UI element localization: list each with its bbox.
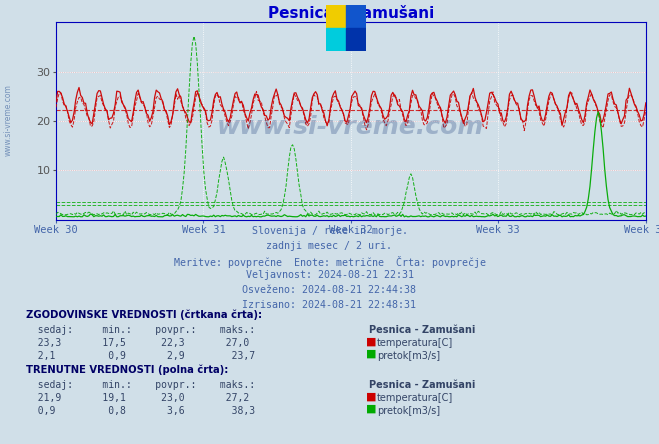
Text: 0,9         0,8       3,6        38,3: 0,9 0,8 3,6 38,3 <box>26 406 256 416</box>
Text: sedaj:     min.:    povpr.:    maks.:: sedaj: min.: povpr.: maks.: <box>26 325 256 335</box>
Text: Meritve: povprečne  Enote: metrične  Črta: povprečje: Meritve: povprečne Enote: metrične Črta:… <box>173 256 486 268</box>
Text: sedaj:     min.:    povpr.:    maks.:: sedaj: min.: povpr.: maks.: <box>26 380 256 390</box>
Title: Pesnica - Zamušani: Pesnica - Zamušani <box>268 6 434 21</box>
Text: pretok[m3/s]: pretok[m3/s] <box>377 351 440 361</box>
Bar <box>326 28 346 51</box>
Text: Pesnica - Zamušani: Pesnica - Zamušani <box>369 325 475 335</box>
Text: temperatura[C]: temperatura[C] <box>377 338 453 349</box>
Text: www.si-vreme.com: www.si-vreme.com <box>217 115 484 139</box>
Text: 23,3       17,5      22,3       27,0: 23,3 17,5 22,3 27,0 <box>26 338 250 349</box>
Text: ■: ■ <box>366 349 376 359</box>
Text: zadnji mesec / 2 uri.: zadnji mesec / 2 uri. <box>266 241 393 251</box>
Text: 2,1         0,9       2,9        23,7: 2,1 0,9 2,9 23,7 <box>26 351 256 361</box>
Text: ■: ■ <box>366 391 376 401</box>
Bar <box>326 5 346 28</box>
Text: pretok[m3/s]: pretok[m3/s] <box>377 406 440 416</box>
Text: temperatura[C]: temperatura[C] <box>377 393 453 404</box>
Bar <box>346 5 366 28</box>
Text: Pesnica - Zamušani: Pesnica - Zamušani <box>369 380 475 390</box>
Text: TRENUTNE VREDNOSTI (polna črta):: TRENUTNE VREDNOSTI (polna črta): <box>26 365 229 376</box>
Bar <box>346 28 366 51</box>
Text: ■: ■ <box>366 336 376 346</box>
Text: www.si-vreme.com: www.si-vreme.com <box>4 84 13 156</box>
Text: 21,9       19,1      23,0       27,2: 21,9 19,1 23,0 27,2 <box>26 393 250 404</box>
Text: Izrisano: 2024-08-21 22:48:31: Izrisano: 2024-08-21 22:48:31 <box>243 300 416 310</box>
Text: Veljavnost: 2024-08-21 22:31: Veljavnost: 2024-08-21 22:31 <box>246 270 413 281</box>
Text: Osveženo: 2024-08-21 22:44:38: Osveženo: 2024-08-21 22:44:38 <box>243 285 416 295</box>
Text: ZGODOVINSKE VREDNOSTI (črtkana črta):: ZGODOVINSKE VREDNOSTI (črtkana črta): <box>26 310 262 321</box>
Text: Slovenija / reke in morje.: Slovenija / reke in morje. <box>252 226 407 237</box>
Text: ■: ■ <box>366 404 376 414</box>
